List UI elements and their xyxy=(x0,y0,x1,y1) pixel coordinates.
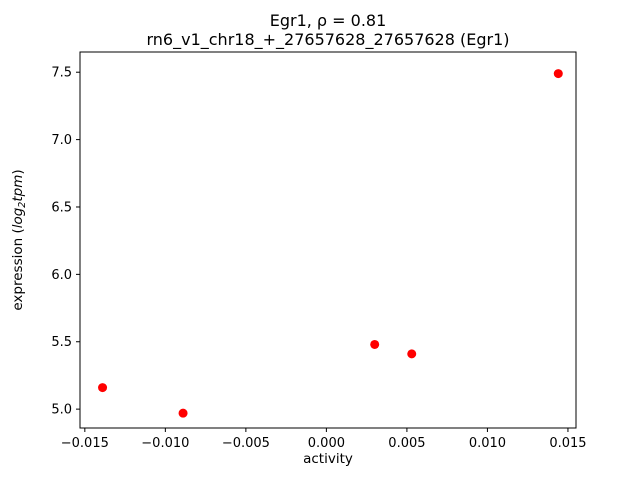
x-tick-label: 0.015 xyxy=(549,436,586,451)
chart-title: Egr1, ρ = 0.81 xyxy=(270,11,387,30)
x-tick-label: 0.010 xyxy=(469,436,506,451)
scatter-points xyxy=(98,69,563,418)
y-axis-label-tpm: tpm xyxy=(10,175,26,202)
y-tick-label: 7.0 xyxy=(51,133,72,148)
x-tick-label: −0.005 xyxy=(222,436,270,451)
data-point xyxy=(178,408,188,418)
x-tick-label: 0.005 xyxy=(388,436,425,451)
y-axis-label-suffix: ) xyxy=(10,169,26,174)
y-tick-label: 5.0 xyxy=(51,403,72,418)
y-axis-label: expression (log2tpm) xyxy=(10,169,28,310)
data-point xyxy=(407,349,417,359)
y-axis-label-sub: 2 xyxy=(17,202,28,208)
plot-area-border xyxy=(79,51,577,429)
data-point xyxy=(553,69,563,79)
x-tick-label: −0.010 xyxy=(141,436,189,451)
y-axis-label-log: log xyxy=(10,207,26,228)
y-tick-label: 7.5 xyxy=(51,66,72,81)
data-point xyxy=(370,339,380,349)
y-axis-ticks: 5.0 5.5 6.0 6.5 7.0 7.5 xyxy=(51,66,80,418)
x-axis-label: activity xyxy=(303,451,353,467)
y-tick-label: 5.5 xyxy=(51,335,72,350)
data-point xyxy=(98,383,108,393)
x-tick-label: 0.000 xyxy=(308,436,345,451)
y-tick-label: 6.0 xyxy=(51,268,72,283)
x-tick-label: −0.015 xyxy=(61,436,109,451)
x-axis-ticks: −0.015 −0.010 −0.005 0.000 0.005 0.010 0.015 xyxy=(61,428,587,451)
y-axis-label-prefix: expression ( xyxy=(10,228,26,310)
y-tick-label: 6.5 xyxy=(51,200,72,215)
chart-subtitle: rn6_v1_chr18_+_27657628_27657628 (Egr1) xyxy=(146,30,509,50)
